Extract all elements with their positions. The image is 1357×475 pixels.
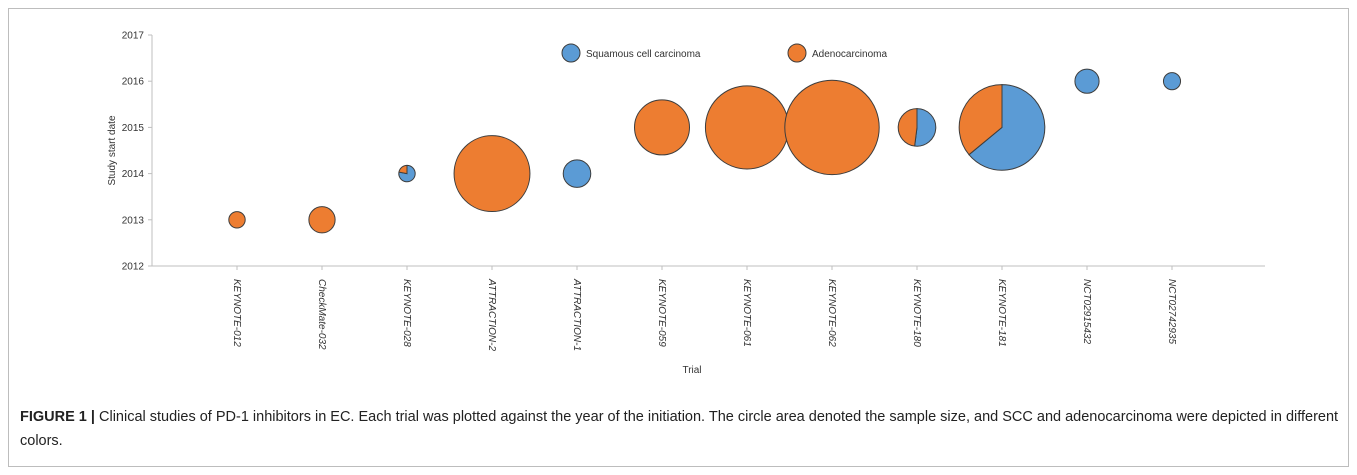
x-tick-label: NCT02915432 [1081, 279, 1092, 344]
x-tick-label: CheckMate-032 [316, 279, 327, 350]
caption-label: FIGURE 1 | [20, 409, 95, 425]
figure-caption: FIGURE 1 | Clinical studies of PD-1 inhi… [20, 405, 1340, 453]
y-tick-label: 2016 [122, 77, 145, 88]
bubble-squamous [1162, 72, 1182, 91]
legend-label: Adenocarcinoma [812, 49, 887, 60]
legend-marker [561, 43, 581, 63]
caption-text: Clinical studies of PD-1 inhibitors in E… [20, 409, 1339, 449]
x-tick-label: KEYNOTE-061 [741, 279, 752, 347]
legend-label: Squamous cell carcinoma [586, 49, 701, 60]
x-axis-label: Trial [682, 365, 701, 376]
y-tick-label: 2014 [122, 169, 145, 180]
x-tick-label: KEYNOTE-012 [231, 279, 242, 347]
legend-marker [787, 43, 807, 63]
x-tick-label: KEYNOTE-180 [911, 279, 922, 347]
bubble-slice-squamous [914, 108, 937, 147]
bubble-pie-chart: 2012 2013 2014 2015 2016 2017 Study start date… [107, 31, 1265, 376]
bubble-adenocarcinoma [228, 211, 246, 229]
y-tick-label: 2015 [122, 123, 145, 134]
x-tick-label: KEYNOTE-181 [996, 279, 1007, 347]
x-tick-label: KEYNOTE-062 [826, 279, 837, 347]
y-tick-label: 2017 [122, 31, 145, 42]
bubble-adenocarcinoma [704, 85, 790, 170]
bubble-slice-adenocarcinoma [398, 164, 408, 175]
bubble-squamous [1074, 68, 1100, 94]
bubble-slice-adenocarcinoma [897, 108, 918, 147]
x-tick-label: NCT02742935 [1166, 279, 1177, 344]
y-tick-label: 2013 [122, 215, 145, 226]
bubble-slice-adenocarcinoma [958, 84, 1003, 156]
y-axis-label: Study start date [107, 115, 118, 185]
x-tick-label: KEYNOTE-059 [656, 279, 667, 347]
bubble-adenocarcinoma [634, 99, 690, 156]
x-tick-label: ATTRACTION-2 [486, 278, 497, 351]
figure-frame: 2012 2013 2014 2015 2016 2017 Study start date… [8, 8, 1349, 467]
bubble-slice-squamous [968, 84, 1046, 171]
x-tick-label: ATTRACTION-1 [571, 278, 582, 351]
bubble-squamous [562, 159, 592, 188]
bubble-adenocarcinoma [453, 135, 531, 213]
y-tick-label: 2012 [122, 262, 145, 273]
bubble-adenocarcinoma [784, 79, 880, 176]
x-tick-label: KEYNOTE-028 [401, 279, 412, 347]
bubble-adenocarcinoma [308, 206, 336, 234]
